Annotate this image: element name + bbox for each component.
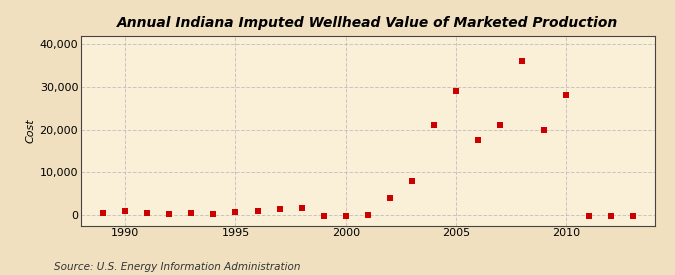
Point: [119, 209, 130, 213]
Point: [319, 214, 329, 218]
Point: [406, 178, 417, 183]
Point: [605, 214, 616, 218]
Point: [164, 211, 175, 216]
Text: Source: U.S. Energy Information Administration: Source: U.S. Energy Information Administ…: [54, 262, 300, 272]
Point: [539, 127, 550, 132]
Point: [186, 211, 196, 215]
Point: [252, 208, 263, 213]
Point: [627, 213, 638, 218]
Point: [208, 212, 219, 216]
Point: [98, 210, 109, 215]
Point: [472, 138, 483, 142]
Point: [517, 59, 528, 64]
Point: [230, 210, 241, 214]
Point: [561, 93, 572, 98]
Point: [340, 213, 351, 218]
Y-axis label: Cost: Cost: [26, 118, 35, 143]
Point: [583, 213, 594, 218]
Title: Annual Indiana Imputed Wellhead Value of Marketed Production: Annual Indiana Imputed Wellhead Value of…: [117, 16, 618, 31]
Point: [429, 123, 439, 128]
Point: [495, 123, 506, 128]
Point: [362, 213, 373, 218]
Point: [451, 89, 462, 94]
Point: [296, 206, 307, 211]
Point: [274, 207, 285, 211]
Point: [385, 196, 396, 200]
Point: [142, 210, 153, 215]
